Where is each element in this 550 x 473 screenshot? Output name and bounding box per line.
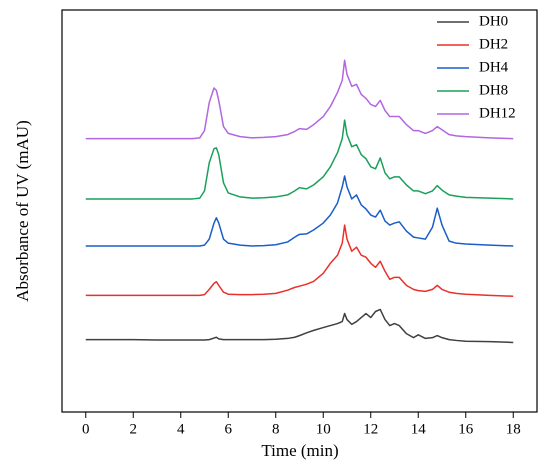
series-line bbox=[85, 119, 514, 200]
x-tick-label: 2 bbox=[130, 421, 138, 437]
legend-label: DH2 bbox=[479, 36, 508, 52]
x-tick-label: 8 bbox=[272, 421, 280, 437]
plot-frame bbox=[61, 9, 538, 413]
series-line bbox=[85, 308, 514, 344]
x-tick-label: 16 bbox=[458, 421, 474, 437]
legend-label: DH12 bbox=[479, 105, 516, 121]
x-tick-label: 4 bbox=[177, 421, 185, 437]
legend-label: DH0 bbox=[479, 13, 508, 29]
x-tick-label: 10 bbox=[316, 421, 331, 437]
x-axis-label: Time (min) bbox=[261, 441, 338, 460]
series-line bbox=[85, 175, 514, 247]
x-tick-label: 12 bbox=[363, 421, 378, 437]
series-line bbox=[85, 59, 514, 140]
legend-label: DH4 bbox=[479, 59, 509, 75]
x-tick-label: 0 bbox=[82, 421, 90, 437]
legend-label: DH8 bbox=[479, 82, 508, 98]
x-tick-label: 6 bbox=[225, 421, 233, 437]
x-tick-label: 18 bbox=[506, 421, 521, 437]
y-axis-label: Absorbance of UV (mAU) bbox=[13, 120, 32, 301]
series-line bbox=[85, 224, 514, 297]
x-tick-label: 14 bbox=[411, 421, 427, 437]
